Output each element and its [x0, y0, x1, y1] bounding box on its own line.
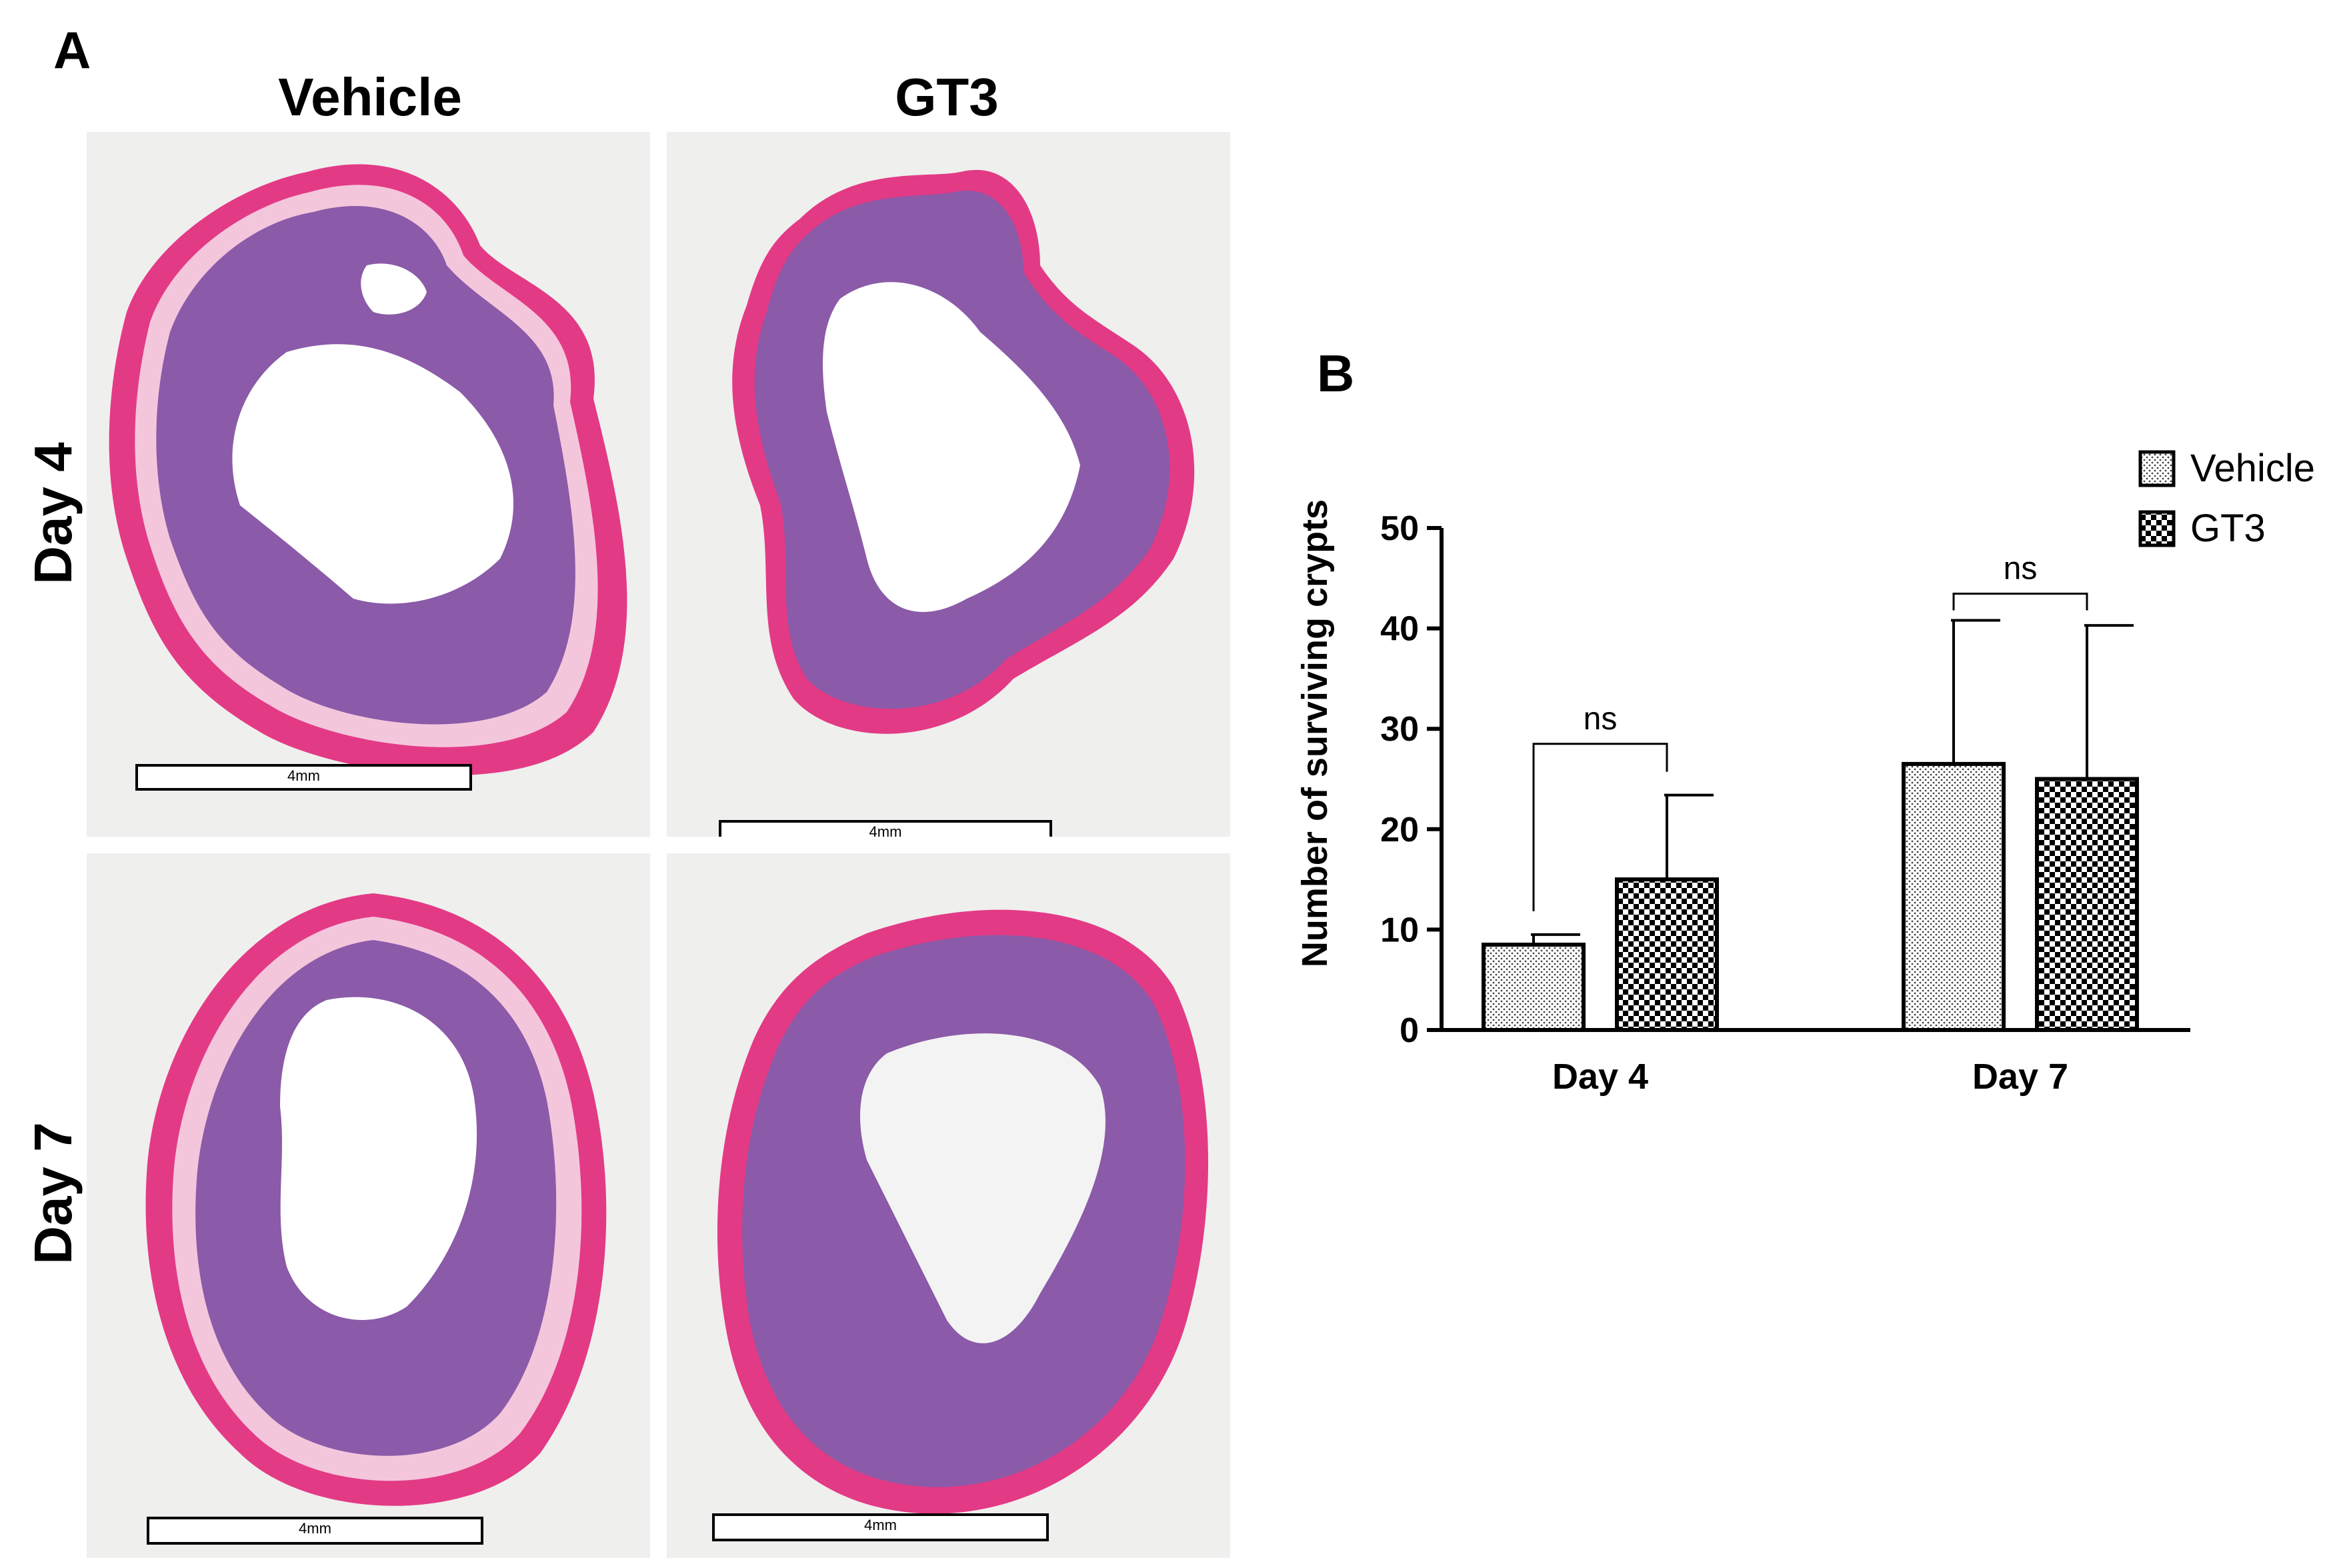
column-label-gt3: GT3 [895, 67, 999, 127]
histology-image-gt3-day-4: 4mm [667, 132, 1230, 837]
scale-bar: 4mm [147, 1517, 483, 1545]
y-axis-label: Number of surviving crypts [1295, 499, 1335, 967]
bar-vehicle-1 [1902, 761, 2006, 1032]
significance-bracket [1532, 743, 1668, 911]
significance-label: ns [1584, 701, 1618, 737]
bar-gt3-1 [2035, 777, 2139, 1032]
legend-label-gt3: GT3 [2190, 507, 2266, 550]
significance-bracket [1952, 593, 2088, 611]
histology-image-vehicle-day-4: 4mm [87, 132, 650, 837]
y-tick-label: 20 [1380, 811, 1419, 849]
legend-label-vehicle: Vehicle [2190, 447, 2315, 490]
y-tick-label: 40 [1380, 610, 1419, 649]
bar-vehicle-0 [1482, 942, 1586, 1032]
y-tick-label: 10 [1380, 911, 1419, 949]
column-label-vehicle: Vehicle [278, 67, 462, 127]
scale-bar: 4mm [135, 764, 472, 791]
histology-image-vehicle-day-7: 4mm [87, 853, 650, 1558]
legend-swatch-vehicle [2138, 450, 2176, 487]
histology-image-gt3-day-7: 4mm [667, 853, 1230, 1558]
scale-bar: 4mm [712, 1513, 1049, 1541]
panel-b-letter: B [1317, 344, 1355, 403]
significance-label: ns [2004, 551, 2038, 587]
row-label-day-7: Day 7 [23, 1122, 83, 1265]
y-tick-label: 0 [1400, 1011, 1419, 1050]
y-tick-label: 50 [1380, 509, 1419, 548]
bar-gt3-0 [1615, 877, 1719, 1032]
scale-bar: 4mm [719, 820, 1052, 837]
y-tick-label: 30 [1380, 710, 1419, 749]
bar-chart: Number of surviving crypts 0 10 20 30 40 50 n… [1295, 447, 2315, 1097]
row-label-day-4: Day 4 [23, 442, 83, 585]
x-tick-label: Day 7 [1972, 1057, 2068, 1097]
panel-a-letter: A [53, 21, 91, 79]
x-tick-label: Day 4 [1552, 1057, 1648, 1097]
legend-swatch-gt3 [2138, 510, 2176, 547]
